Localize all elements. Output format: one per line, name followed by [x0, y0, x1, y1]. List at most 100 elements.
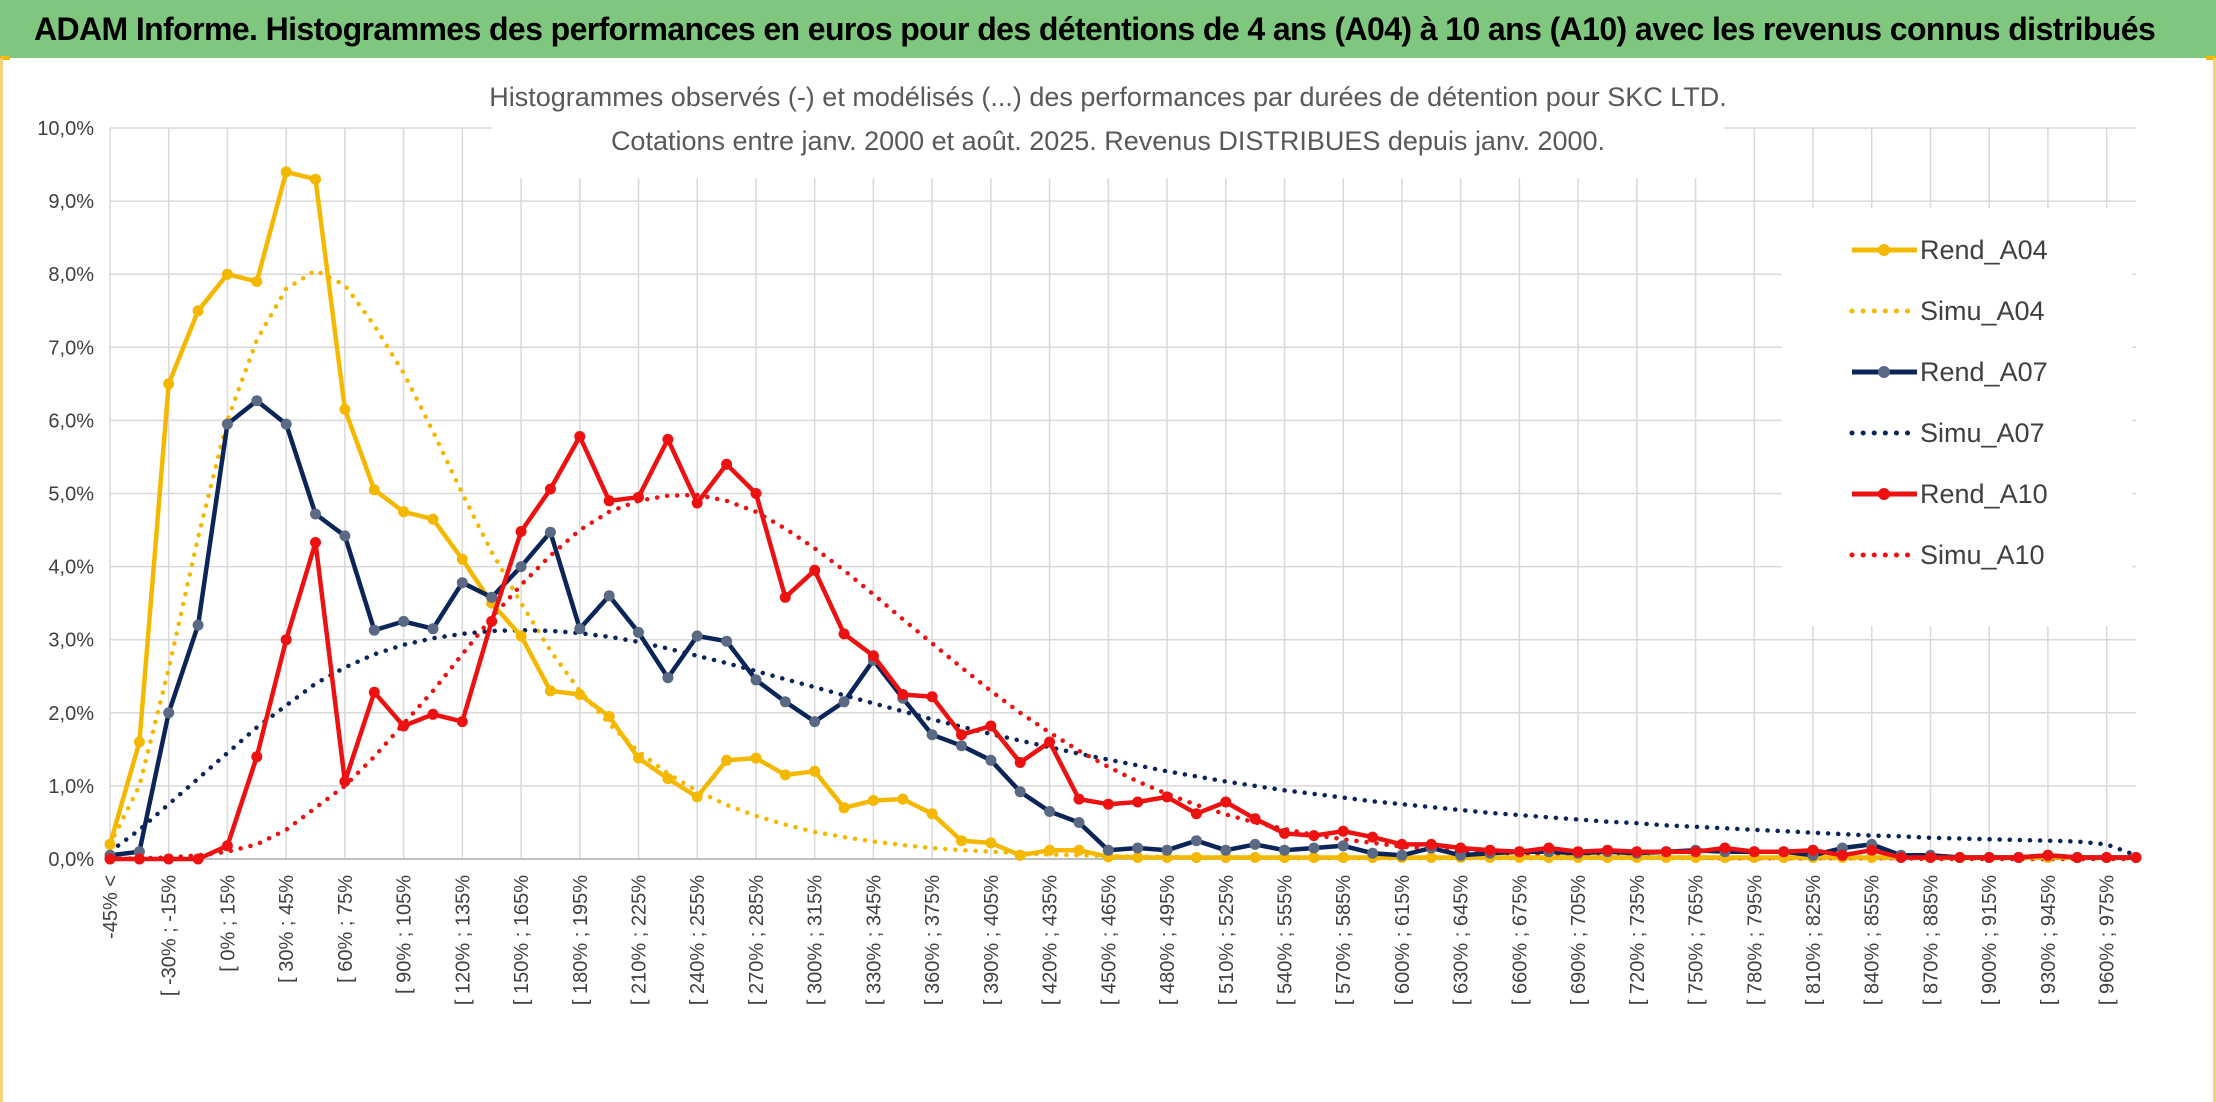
x-tick-label: [ 30% ; 45% — [276, 875, 298, 983]
series-simu-a04 — [107, 268, 2139, 861]
data-point-rend-a04 — [163, 378, 175, 390]
data-point-rend-a10 — [1102, 798, 1114, 810]
data-point-rend-a07 — [779, 696, 791, 708]
data-point-rend-a10 — [603, 495, 615, 507]
x-tick-label: [ 480% ; 495% — [1157, 875, 1179, 1005]
data-point-rend-a10 — [1249, 813, 1261, 825]
series-rend-a10 — [104, 431, 2142, 865]
data-point-rend-a07 — [838, 696, 850, 708]
legend-label: Simu_A10 — [1920, 540, 2045, 570]
data-point-rend-a04 — [633, 752, 644, 764]
data-point-rend-a04 — [926, 808, 938, 820]
data-point-rend-a04 — [867, 795, 879, 806]
data-point-rend-a07 — [163, 707, 175, 719]
x-tick-label: [ 810% ; 825% — [1803, 875, 1825, 1005]
data-point-rend-a04 — [1044, 844, 1056, 856]
data-point-rend-a07 — [456, 577, 468, 589]
data-point-rend-a10 — [1455, 842, 1467, 854]
legend-label: Rend_A07 — [1920, 357, 2048, 387]
y-tick-label: 0,0% — [48, 849, 94, 871]
x-tick-label: [ 210% ; 225% — [629, 875, 651, 1005]
data-point-rend-a10 — [2071, 852, 2083, 863]
x-tick-label: [ 870% ; 885% — [1920, 875, 1942, 1005]
data-point-rend-a10 — [574, 431, 586, 442]
data-point-rend-a07 — [368, 624, 380, 636]
data-point-rend-a10 — [398, 720, 410, 732]
x-tick-label: [ 0% ; 15% — [217, 875, 239, 972]
data-point-rend-a10 — [1807, 844, 1819, 856]
data-point-rend-a07 — [1190, 835, 1202, 847]
data-point-rend-a07 — [985, 754, 997, 766]
data-point-rend-a04 — [427, 513, 439, 525]
y-axis-ticks: 0,0% 1,0% 2,0% 3,0% 4,0% 5,0% 6,0% 7,0% 8,0% 9,0%… — [37, 118, 94, 871]
x-tick-label: [ 270% ; 285% — [746, 875, 768, 1005]
banner-corner-right — [2206, 56, 2216, 60]
data-point-rend-a10 — [2101, 852, 2113, 863]
data-point-rend-a10 — [280, 634, 292, 646]
report-banner: ADAM Informe. Histogrammes des performan… — [0, 0, 2216, 58]
data-point-rend-a07 — [310, 508, 321, 520]
data-point-rend-a10 — [691, 497, 703, 509]
data-point-rend-a10 — [310, 537, 321, 548]
y-tick-label: 7,0% — [48, 337, 94, 359]
data-point-rend-a07 — [1367, 847, 1379, 859]
x-tick-label: [ 840% ; 855% — [1862, 875, 1884, 1005]
x-tick-label: [ 180% ; 195% — [570, 875, 592, 1005]
legend-item-simu-a07: Simu_A07 — [1849, 418, 2045, 448]
legend-marker — [1878, 366, 1890, 378]
data-point-rend-a10 — [1690, 846, 1702, 858]
x-tick-label: [ 690% ; 705% — [1568, 875, 1590, 1005]
data-point-rend-a10 — [163, 853, 175, 865]
data-point-rend-a10 — [1425, 838, 1437, 850]
frame-border-left — [0, 58, 3, 1102]
data-point-rend-a07 — [398, 615, 410, 627]
data-point-rend-a10 — [985, 720, 997, 732]
data-point-rend-a10 — [809, 564, 821, 576]
data-point-rend-a04 — [280, 166, 292, 178]
data-point-rend-a04 — [662, 773, 674, 785]
data-point-rend-a10 — [956, 729, 967, 741]
legend-item-simu-a04: Simu_A04 — [1849, 296, 2045, 326]
data-point-rend-a04 — [721, 754, 733, 766]
data-point-rend-a07 — [1161, 844, 1173, 856]
data-point-rend-a10 — [339, 776, 351, 787]
data-point-rend-a07 — [809, 716, 821, 728]
data-point-rend-a10 — [2130, 852, 2142, 863]
chart-title-line2: Cotations entre janv. 2000 et août. 2025… — [611, 126, 1605, 156]
data-point-rend-a07 — [486, 591, 498, 603]
data-point-rend-a10 — [1220, 796, 1232, 808]
y-tick-label: 4,0% — [48, 557, 94, 579]
data-point-rend-a10 — [1396, 838, 1408, 850]
series-line-rend-a10 — [110, 434, 2136, 862]
data-point-rend-a04 — [750, 752, 762, 764]
data-point-rend-a10 — [1572, 846, 1584, 858]
data-point-rend-a04 — [1132, 852, 1144, 863]
data-point-rend-a07 — [544, 526, 556, 538]
data-point-rend-a07 — [691, 630, 703, 642]
y-tick-label: 8,0% — [48, 264, 94, 286]
data-point-rend-a04 — [398, 506, 410, 518]
data-point-rend-a10 — [1602, 844, 1613, 856]
x-tick-label: -45% < — [100, 875, 122, 939]
data-point-rend-a10 — [368, 686, 380, 698]
x-tick-label: [ 360% ; 375% — [922, 875, 944, 1005]
x-tick-label: [ 150% ; 165% — [511, 875, 533, 1005]
data-point-rend-a07 — [956, 740, 967, 752]
y-tick-label: 9,0% — [48, 191, 94, 213]
data-point-rend-a10 — [1132, 796, 1144, 808]
data-point-rend-a07 — [1337, 840, 1349, 852]
data-point-rend-a10 — [838, 628, 850, 640]
data-point-rend-a04 — [339, 403, 351, 415]
data-point-rend-a10 — [2042, 849, 2054, 861]
data-point-rend-a10 — [1073, 793, 1085, 805]
y-tick-label: 10,0% — [37, 118, 94, 140]
x-tick-label: [ 240% ; 255% — [687, 875, 709, 1005]
data-point-rend-a10 — [486, 615, 498, 627]
data-point-rend-a04 — [897, 793, 909, 805]
data-point-rend-a10 — [779, 591, 791, 603]
chart-title-background — [492, 66, 1724, 178]
data-point-rend-a07 — [603, 590, 615, 602]
data-point-rend-a04 — [104, 838, 116, 850]
data-point-rend-a04 — [133, 736, 145, 748]
x-tick-label: [ 300% ; 315% — [805, 875, 827, 1005]
